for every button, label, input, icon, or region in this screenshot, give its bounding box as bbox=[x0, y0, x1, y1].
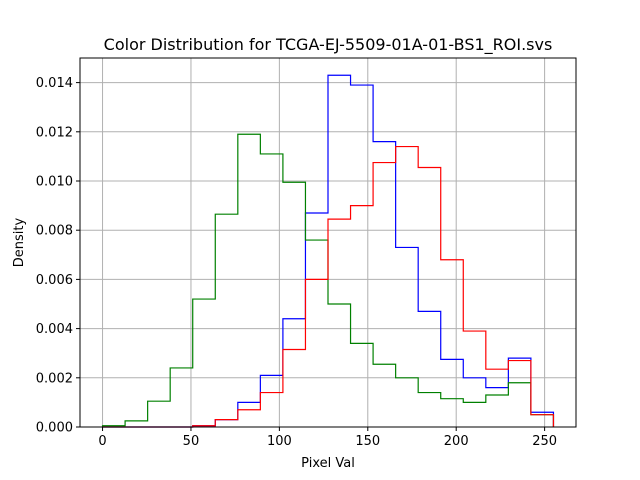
y-axis-label: Density bbox=[12, 217, 27, 267]
x-tick-label: 150 bbox=[355, 434, 380, 449]
y-tick-label: 0.000 bbox=[36, 421, 73, 436]
x-axis-label: Pixel Val bbox=[301, 456, 355, 471]
series-steps bbox=[101, 74, 555, 428]
series-2-step-line bbox=[102, 145, 555, 428]
x-tick-label: 200 bbox=[444, 434, 469, 449]
x-tick-label: 100 bbox=[267, 434, 292, 449]
x-tick-label: 0 bbox=[98, 434, 106, 449]
y-tick-label: 0.014 bbox=[36, 76, 73, 91]
y-tick-label: 0.010 bbox=[36, 175, 73, 190]
y-tick-label: 0.006 bbox=[36, 273, 73, 288]
y-tick-label: 0.002 bbox=[36, 371, 73, 386]
y-tick-label: 0.008 bbox=[36, 224, 73, 239]
y-tick-label: 0.012 bbox=[36, 125, 73, 140]
y-tick-label: 0.004 bbox=[36, 322, 73, 337]
chart-title: Color Distribution for TCGA-EJ-5509-01A-… bbox=[104, 35, 553, 55]
x-tick-label: 50 bbox=[183, 434, 200, 449]
x-tick-label: 250 bbox=[532, 434, 557, 449]
plot-frame bbox=[79, 57, 577, 428]
axis-ticks: 0 50 100 150 200 250 0.000 0.002 0.004 0.006 0.008… bbox=[36, 76, 557, 449]
series-2 bbox=[102, 145, 555, 428]
